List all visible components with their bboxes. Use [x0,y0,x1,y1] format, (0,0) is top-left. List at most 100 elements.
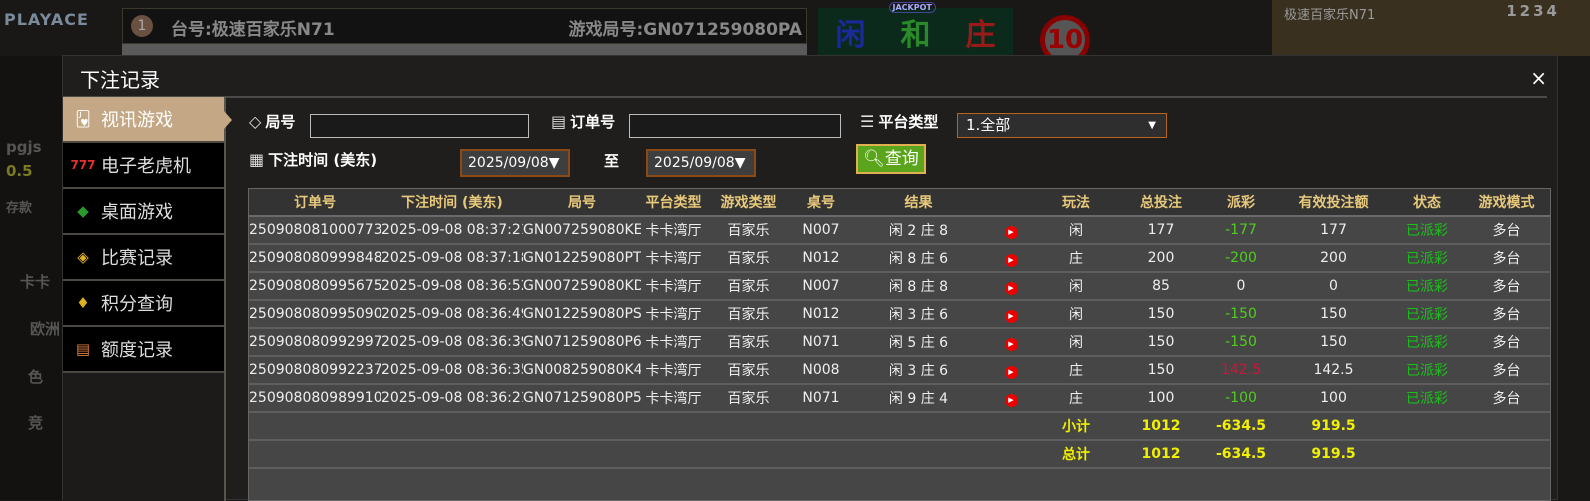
cell-round: GN071259080P6 [523,328,641,357]
cell-valid: 150 [1276,300,1391,329]
cell-round: GN008259080K4 [523,356,641,385]
date-to-select[interactable]: 2025/09/08▼ [646,149,756,177]
subtotal-valid: 919.5 [1276,412,1391,441]
cell-round: GN071259080P5 [523,384,641,413]
cell-game: 百家乐 [706,244,791,273]
table-row: 250908080989910 2025-09-08 08:36:21 GN0712… [249,384,1550,413]
cell-platform: 卡卡湾厅 [641,328,706,357]
slot-777-icon: 777 [70,158,96,172]
bg-item[interactable]: 卡卡 [20,273,51,291]
table-row: 250908080995675 2025-09-08 08:36:52 GN0072… [249,272,1550,301]
order-label: ▤ 订单号 [551,112,616,131]
cell-payout: -177 [1206,216,1276,245]
video-numbers: 1234 [1506,2,1560,20]
subtotal-bet: 1012 [1116,412,1206,441]
cell-mode: 多台 [1463,384,1550,413]
replay-cell: ▶ [986,216,1036,245]
cell-status: 已派彩 [1391,272,1463,301]
cell-result: 闲 3 庄 6 [851,356,986,385]
bet-tie[interactable]: JACKPOT 和 [888,2,936,54]
cell-round: GN012259080PT [523,244,641,273]
platform-select[interactable]: 1.全部 ▼ [957,113,1167,138]
video-thumbnail[interactable]: 极速百家乐N71 1234 [1272,0,1590,56]
cell-payout: 142.5 [1206,356,1276,385]
playing-cards-icon: 🂻 [75,110,91,128]
cell-mode: 多台 [1463,244,1550,273]
sidebar-item-label: 桌面游戏 [101,202,173,223]
column-header [986,189,1036,217]
cell-payout: -200 [1206,244,1276,273]
replay-cell: ▶ [986,356,1036,385]
chevron-down-icon: ▼ [1148,120,1156,131]
cell-result: 闲 9 庄 4 [851,384,986,413]
cell-time: 2025-09-08 08:36:35 [381,356,523,385]
cell-valid: 100 [1276,384,1391,413]
video-play-icon[interactable]: ▶ [1004,309,1018,323]
sidebar-item-live-games[interactable]: 🂻 视讯游戏 [63,97,232,143]
cell-bet: 200 [1116,244,1206,273]
chips-icon: ◆ [77,202,89,220]
cell-result: 闲 5 庄 6 [851,328,986,357]
date-from-select[interactable]: 2025/09/08▼ [460,149,570,177]
video-play-icon[interactable]: ▶ [1004,253,1018,267]
subtotal-label: 小计 [1036,412,1116,441]
replay-cell: ▶ [986,328,1036,357]
video-play-icon[interactable]: ▶ [1004,365,1018,379]
replay-cell: ▶ [986,384,1036,413]
tag-icon: ◇ [249,112,262,131]
cell-table: N012 [791,244,851,273]
subtotal-row: 小计 1012 -634.5 919.5 [249,412,1550,441]
column-header: 状态 [1391,189,1463,217]
round-label: ◇ 局号 [249,112,296,131]
column-header: 玩法 [1036,189,1116,217]
record-sidebar: 🂻 视讯游戏 777 电子老虎机 ◆ 桌面游戏 ◈ 比赛记录 ♦ 积分查询 ▤ 额度记录 [63,97,232,501]
cell-play: 庄 [1036,384,1116,413]
column-header: 有效投注额 [1276,189,1391,217]
cell-platform: 卡卡湾厅 [641,244,706,273]
to-label: 至 [604,152,620,170]
diamond-icon: ♦ [76,294,90,312]
order-input[interactable] [629,114,841,138]
video-play-icon[interactable]: ▶ [1004,281,1018,295]
cell-bet: 150 [1116,300,1206,329]
cell-bet: 100 [1116,384,1206,413]
total-bet: 1012 [1116,440,1206,469]
close-icon[interactable]: × [1530,66,1547,90]
cell-status: 已派彩 [1391,356,1463,385]
sidebar-item-credit-records[interactable]: ▤ 额度记录 [63,327,224,373]
deposit-link[interactable]: 存款 [6,201,33,216]
empty-cell [1391,412,1550,441]
cell-time: 2025-09-08 08:36:21 [381,384,523,413]
video-play-icon[interactable]: ▶ [1004,225,1018,239]
calendar-icon: ▦ [249,150,265,169]
cell-bet: 177 [1116,216,1206,245]
cell-result: 闲 3 庄 6 [851,300,986,329]
bg-item[interactable]: 竞 [28,414,44,432]
bg-item[interactable]: 色 [28,368,44,386]
total-valid: 919.5 [1276,440,1391,469]
background-left-panel: pgjs 0.5 存款 卡卡 欧洲 色 竞 [0,56,62,500]
cell-table: N071 [791,328,851,357]
document-icon: ▤ [75,340,91,358]
cell-game: 百家乐 [706,384,791,413]
cell-time: 2025-09-08 08:37:21 [381,216,523,245]
cell-round: GN007259080KD [523,272,641,301]
divider [63,96,1547,98]
sidebar-item-points[interactable]: ♦ 积分查询 [63,281,224,327]
table-row: 250908080999848 2025-09-08 08:37:18 GN0122… [249,244,1550,273]
query-button[interactable]: 🔍︎查询 [856,144,926,174]
video-play-icon[interactable]: ▶ [1004,393,1018,407]
cell-order: 250908080992997 [249,328,381,357]
sidebar-item-slots[interactable]: 777 电子老虎机 [63,143,224,189]
sidebar-item-table-games[interactable]: ◆ 桌面游戏 [63,189,224,235]
bet-banker[interactable]: 庄 [965,18,996,53]
video-play-icon[interactable]: ▶ [1004,337,1018,351]
round-input[interactable] [310,114,529,138]
bg-item[interactable]: 欧洲 [30,320,61,338]
cell-table: N008 [791,356,851,385]
sidebar-item-match-records[interactable]: ◈ 比赛记录 [63,235,224,281]
bet-player[interactable]: 闲 [835,18,866,53]
cell-status: 已派彩 [1391,300,1463,329]
cell-payout: 0 [1206,272,1276,301]
cell-status: 已派彩 [1391,216,1463,245]
